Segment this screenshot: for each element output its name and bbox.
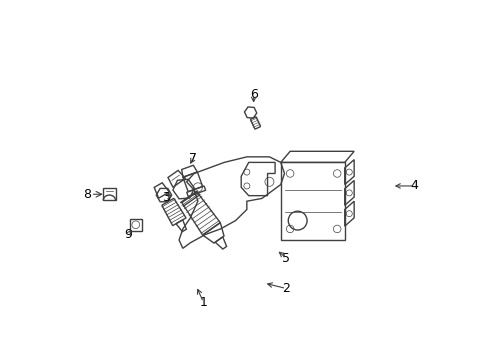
Text: 9: 9 bbox=[124, 228, 132, 241]
Text: 2: 2 bbox=[282, 282, 290, 295]
Text: 7: 7 bbox=[189, 152, 197, 165]
Text: 1: 1 bbox=[199, 296, 207, 309]
Text: 8: 8 bbox=[82, 188, 91, 201]
Text: 4: 4 bbox=[409, 179, 418, 193]
Text: 6: 6 bbox=[249, 88, 257, 101]
Text: 3: 3 bbox=[162, 190, 169, 203]
Text: 5: 5 bbox=[282, 252, 290, 265]
